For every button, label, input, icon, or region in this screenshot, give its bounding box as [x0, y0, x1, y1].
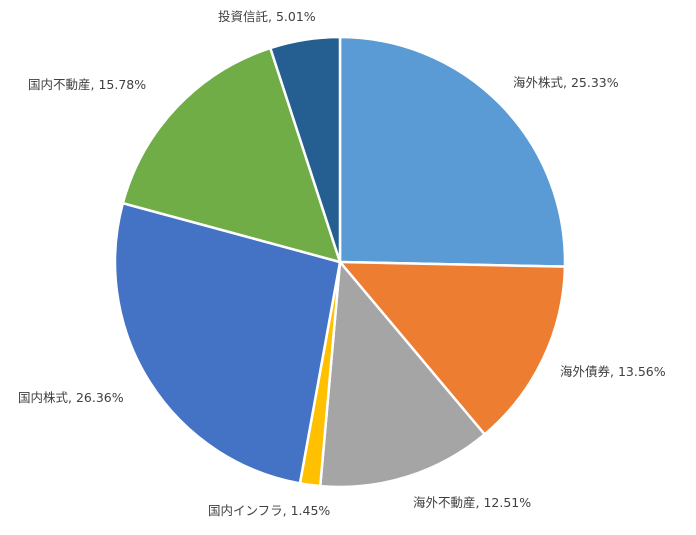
pie-slice-5 — [113, 201, 342, 485]
label-kaigai-kabushiki: 海外株式, 25.33% — [513, 75, 619, 90]
label-toshi-shintaku: 投資信託, 5.01% — [218, 9, 316, 24]
label-kokunai-kabushiki: 国内株式, 26.36% — [18, 390, 124, 405]
pie-slice-1 — [338, 35, 567, 268]
label-kaigai-fudosan: 海外不動産, 12.51% — [413, 495, 531, 510]
pie-slices — [113, 35, 567, 489]
pie-data-labels: 海外株式, 25.33% 海外債券, 13.56% 海外不動産, 12.51% … — [18, 9, 666, 518]
pie-slice-7 — [268, 35, 342, 263]
label-kokunai-fudosan: 国内不動産, 15.78% — [28, 77, 146, 92]
label-kokunai-infura: 国内インフラ, 1.45% — [208, 503, 330, 518]
label-kaigai-saiken: 海外債券, 13.56% — [560, 364, 666, 379]
pie-slice-2 — [337, 260, 567, 437]
pie-slice-6 — [121, 46, 342, 264]
pie-slice-3 — [318, 258, 487, 489]
